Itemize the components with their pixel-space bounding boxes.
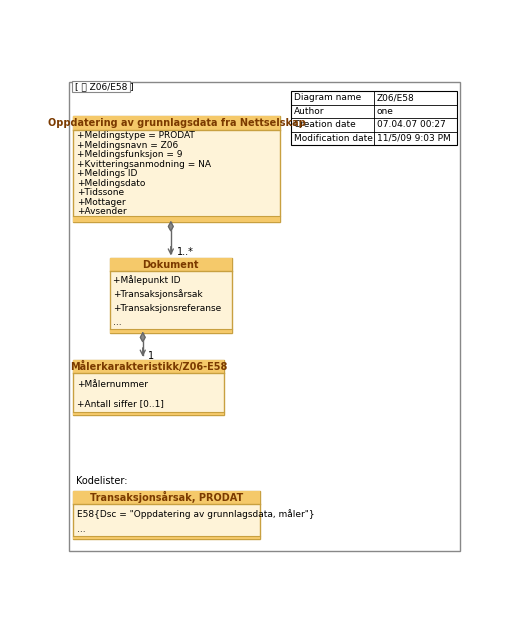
Text: Author: Author bbox=[294, 107, 324, 116]
Text: 11/5/09 9:03 PM: 11/5/09 9:03 PM bbox=[377, 134, 451, 143]
Text: Målerkarakteristikk/Z06-E58: Målerkarakteristikk/Z06-E58 bbox=[70, 361, 227, 372]
Bar bbox=[110, 259, 232, 333]
Text: 1: 1 bbox=[147, 351, 154, 361]
Bar bbox=[73, 536, 260, 539]
Bar bbox=[72, 81, 130, 92]
Text: +Meldingstype = PRODAT: +Meldingstype = PRODAT bbox=[77, 131, 194, 140]
Text: +Meldings ID: +Meldings ID bbox=[77, 169, 137, 178]
Text: +Målernummer: +Målernummer bbox=[77, 380, 148, 389]
Text: +Transaksjonsårsak: +Transaksjonsårsak bbox=[113, 289, 202, 299]
Text: Diagram name: Diagram name bbox=[294, 93, 361, 102]
Bar bbox=[73, 491, 260, 539]
Text: +Meldingsdato: +Meldingsdato bbox=[77, 179, 145, 188]
Bar bbox=[73, 116, 280, 130]
Text: +Antall siffer [0..1]: +Antall siffer [0..1] bbox=[77, 399, 163, 408]
Bar bbox=[73, 412, 224, 415]
Text: Creation date: Creation date bbox=[294, 120, 356, 129]
Text: +Mottager: +Mottager bbox=[77, 198, 125, 207]
Text: +Kvitteringsanmodning = NA: +Kvitteringsanmodning = NA bbox=[77, 160, 210, 169]
Bar bbox=[110, 259, 232, 271]
Text: Kodelister:: Kodelister: bbox=[76, 476, 127, 486]
Text: +Tidssone: +Tidssone bbox=[77, 188, 124, 197]
Text: Modification date: Modification date bbox=[294, 134, 373, 143]
Bar bbox=[73, 359, 224, 372]
Text: +Målepunkt ID: +Målepunkt ID bbox=[113, 275, 180, 285]
Polygon shape bbox=[169, 222, 173, 231]
Text: ...: ... bbox=[77, 525, 85, 534]
Text: +Meldingsnavn = Z06: +Meldingsnavn = Z06 bbox=[77, 141, 178, 150]
Text: 1..*: 1..* bbox=[177, 247, 194, 257]
Text: one: one bbox=[377, 107, 394, 116]
Bar bbox=[73, 359, 224, 415]
Text: [ 图 Z06/E58 ]: [ 图 Z06/E58 ] bbox=[75, 82, 134, 91]
Text: 07.04.07 00:27: 07.04.07 00:27 bbox=[377, 120, 446, 129]
Text: +Transaksjonsreferanse: +Transaksjonsreferanse bbox=[113, 304, 221, 313]
Text: E58{Dsc = "Oppdatering av grunnlagsdata, måler"}: E58{Dsc = "Oppdatering av grunnlagsdata,… bbox=[77, 509, 314, 518]
Text: Oppdatering av grunnlagsdata fra Nettselskap: Oppdatering av grunnlagsdata fra Nettsel… bbox=[48, 118, 306, 128]
Bar bbox=[73, 491, 260, 504]
Text: +Avsender: +Avsender bbox=[77, 207, 126, 217]
Text: Dokument: Dokument bbox=[142, 260, 199, 270]
Bar bbox=[73, 216, 280, 222]
Text: +Meldingsfunksjon = 9: +Meldingsfunksjon = 9 bbox=[77, 150, 182, 159]
Polygon shape bbox=[140, 333, 145, 342]
Text: Transaksjonsårsak, PRODAT: Transaksjonsårsak, PRODAT bbox=[90, 491, 243, 503]
Bar bbox=[291, 91, 458, 145]
Text: ...: ... bbox=[113, 318, 121, 327]
Bar bbox=[110, 329, 232, 333]
Text: Z06/E58: Z06/E58 bbox=[377, 93, 415, 102]
Bar bbox=[73, 116, 280, 222]
